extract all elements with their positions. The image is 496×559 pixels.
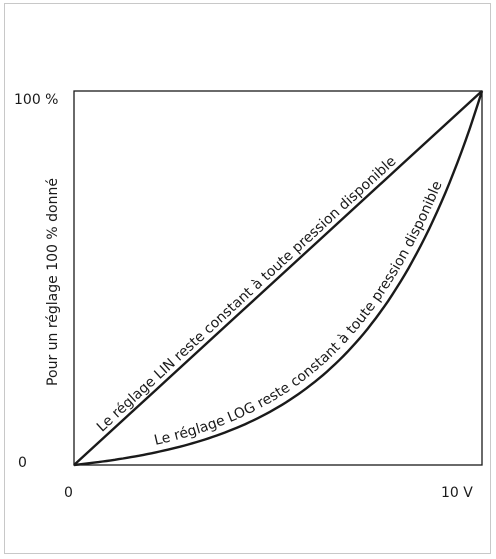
x-tick-right: 10 V [441,485,473,501]
chart-frame [4,3,491,554]
y-tick-top: 100 % [14,92,58,108]
series-label-log-text: Le réglage LOG reste constant à toute pr… [153,179,446,449]
series-line-lin [73,90,483,466]
y-axis-label: Pour un réglage 100 % donné [45,178,61,386]
series-label-log: Le réglage LOG reste constant à toute pr… [153,179,446,449]
y-tick-bottom: 0 [18,455,27,471]
x-tick-left: 0 [64,485,73,501]
series-line-log [73,90,484,467]
plot-area [73,90,483,466]
series-label-lin-text: Le réglage LIN reste constant à toute pr… [94,153,400,435]
series-label-lin: Le réglage LIN reste constant à toute pr… [94,153,400,435]
